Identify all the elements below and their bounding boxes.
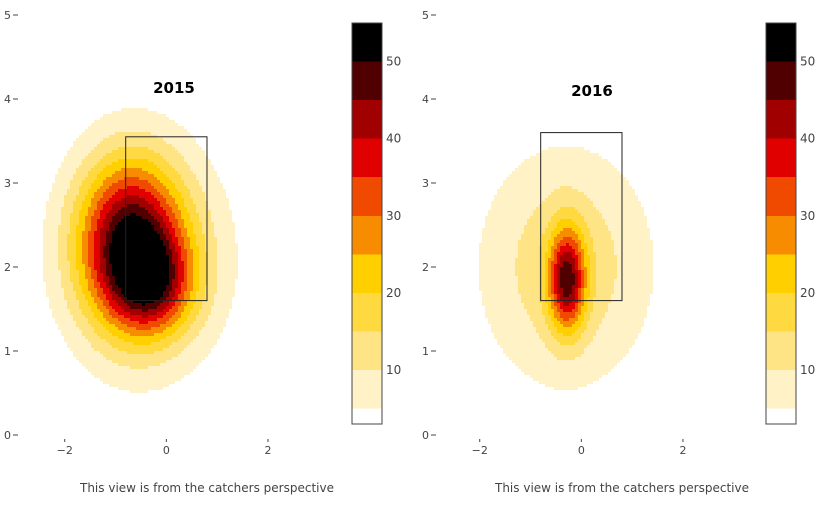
colorbar-band — [352, 23, 382, 62]
x-tick-label: −2 — [57, 444, 73, 457]
colorbar-band — [352, 177, 382, 216]
x-tick-label: 0 — [163, 444, 170, 457]
density-contours — [43, 108, 238, 393]
colorbar-band — [352, 331, 382, 371]
perspective-caption: This view is from the catchers perspecti… — [79, 481, 334, 495]
x-tick-label: 0 — [578, 444, 585, 457]
colorbar-band — [766, 100, 796, 139]
y-tick-label: 1 — [4, 345, 11, 358]
colorbar-band — [766, 177, 796, 216]
colorbar-tick-label: 10 — [800, 363, 815, 377]
colorbar-tick-label: 40 — [386, 132, 401, 146]
colorbar-band — [352, 370, 382, 409]
colorbar: 10 20 30 40 50 — [351, 22, 401, 425]
colorbar-tick-label: 30 — [386, 209, 401, 223]
x-tick-label: 2 — [264, 444, 271, 457]
colorbar-band — [766, 61, 796, 101]
colorbar-tick-label: 30 — [800, 209, 815, 223]
colorbar-tick-label: 20 — [386, 286, 401, 300]
colorbar-band — [766, 408, 796, 424]
colorbar-band — [352, 254, 382, 293]
colorbar-band — [352, 215, 382, 255]
colorbar-band — [352, 138, 382, 178]
colorbar-outline — [351, 22, 383, 425]
heatmap-panel-2015: 2015 −2 0 2 0 1 2 3 4 5 10 20 30 40 50 This view is… — [4, 9, 401, 495]
panel-title: 2016 — [571, 82, 613, 100]
density-level-50 — [109, 213, 169, 306]
colorbar-band — [352, 292, 382, 332]
colorbar-tick-label: 10 — [386, 363, 401, 377]
strike-zone-box — [540, 132, 623, 302]
y-tick-label: 2 — [4, 261, 11, 274]
x-axis: −2 0 2 — [57, 439, 271, 457]
colorbar-band — [766, 23, 796, 62]
x-tick-label: 2 — [679, 444, 686, 457]
heatmap-panel-2016: 2016 −2 0 2 0 1 2 3 4 5 10 20 30 40 50 This view is… — [422, 9, 815, 495]
perspective-caption: This view is from the catchers perspecti… — [494, 481, 749, 495]
y-tick-label: 3 — [422, 177, 429, 190]
density-level-45 — [560, 261, 575, 297]
density-level-5 — [479, 147, 653, 390]
colorbar-band — [766, 370, 796, 409]
colorbar-band — [352, 61, 382, 101]
colorbar-outline — [765, 22, 797, 425]
y-tick-label: 5 — [4, 9, 11, 22]
y-tick-label: 1 — [422, 345, 429, 358]
strike-zone-box — [125, 136, 208, 302]
colorbar-band — [766, 292, 796, 332]
y-tick-label: 4 — [422, 93, 429, 106]
colorbar-tick-label: 50 — [386, 55, 401, 69]
colorbar-band — [352, 408, 382, 424]
x-tick-label: −2 — [472, 444, 488, 457]
colorbar-tick-label: 20 — [800, 286, 815, 300]
y-axis: 0 1 2 3 4 5 — [4, 9, 18, 442]
colorbar: 10 20 30 40 50 — [765, 22, 815, 425]
y-tick-label: 3 — [4, 177, 11, 190]
x-axis: −2 0 2 — [472, 439, 686, 457]
colorbar-tick-label: 40 — [800, 132, 815, 146]
y-tick-label: 4 — [4, 93, 11, 106]
colorbar-band — [352, 100, 382, 139]
colorbar-band — [766, 138, 796, 178]
y-tick-label: 5 — [422, 9, 429, 22]
y-tick-label: 0 — [422, 429, 429, 442]
y-tick-label: 0 — [4, 429, 11, 442]
y-tick-label: 2 — [422, 261, 429, 274]
colorbar-band — [766, 254, 796, 293]
colorbar-tick-label: 50 — [800, 55, 815, 69]
y-axis: 0 1 2 3 4 5 — [422, 9, 436, 442]
density-level-40 — [557, 252, 578, 306]
colorbar-band — [766, 215, 796, 255]
colorbar-band — [766, 331, 796, 371]
panel-title: 2015 — [153, 79, 195, 97]
density-contours — [479, 147, 653, 390]
